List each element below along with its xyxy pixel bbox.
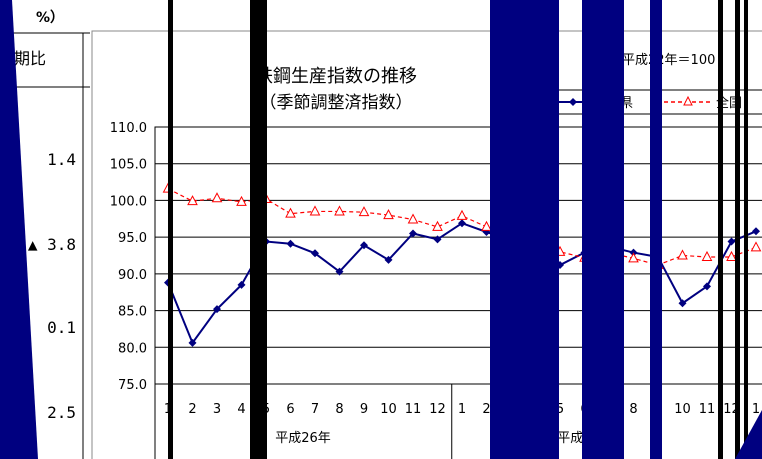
occluder-bar [582,0,624,459]
data-point [409,229,417,238]
occluder-left-wedge [0,0,38,459]
data-point [433,235,442,244]
data-point [727,237,736,246]
table-value-1: 1.4 [47,150,76,169]
x-tick-label: 8 [629,402,637,417]
x-axis: 1234567891011121234567891011121 [154,384,760,459]
data-point [458,219,466,228]
data-point [285,207,296,218]
x-tick-label: 11 [699,402,716,417]
occluder-bar [490,0,559,459]
data-point [750,241,762,252]
data-point [335,267,344,276]
data-point [334,205,345,216]
chart-subtitle: （季節調整済指数） [260,93,413,113]
data-point [211,192,223,203]
y-tick-label: 100.0 [110,194,147,209]
x-tick-label: 10 [380,402,397,417]
data-point [236,195,247,206]
data-point [752,227,760,236]
data-point [407,213,419,224]
data-point [187,195,198,206]
occluder-bar [744,0,748,459]
x-tick-label: 6 [286,402,294,417]
data-point [701,250,713,261]
data-point [703,282,711,291]
data-point [677,249,688,260]
x-tick-label: 7 [311,402,319,417]
occluder-bar [650,0,662,459]
x-tick-label: 11 [405,402,422,417]
occluder-bar [250,0,262,459]
x-tick-label: 4 [237,402,245,417]
x-tick-label: 3 [213,402,221,417]
x-tick-label: 2 [482,402,490,417]
data-point [432,220,443,231]
data-point [188,338,197,347]
data-point [481,220,492,231]
legend-marker-shizuoka [569,98,577,106]
y-tick-label: 110.0 [110,121,147,136]
y-axis: 110.0 105.0 100.0 95.0 90.0 85.0 80.0 75.0 [110,121,147,393]
occluder-bar [262,0,267,459]
table-value-4: 2.5 [47,403,76,422]
y-tick-label: 105.0 [110,158,147,173]
data-point [213,305,221,314]
occluder-bar [718,0,723,459]
x-tick-label: 1 [458,402,466,417]
table-unit-label: %） [36,10,64,26]
data-point [237,280,246,289]
x-tick-label: 8 [335,402,343,417]
data-point [311,249,319,258]
occluder-corner [735,410,762,459]
year-labels: 平成26年平成27年 [275,431,613,446]
plot-area [154,126,762,385]
legend-marker-national [683,95,693,106]
data-point [456,209,468,220]
table-header-label: 期比 [14,49,46,68]
y-tick-label: 90.0 [118,268,147,283]
data-point [383,209,394,220]
y-tick-label: 80.0 [118,341,147,356]
year-label: 平成26年 [275,431,331,446]
data-point [384,255,393,264]
data-point [678,299,687,308]
data-point [286,239,295,248]
data-point [628,252,639,263]
chart-frame [91,30,762,459]
grid [155,163,762,348]
data-point [360,241,368,250]
occluder-bar [735,0,740,459]
y-tick-label: 85.0 [118,305,147,320]
table-value-2: ▲ 3.8 [28,235,76,254]
x-tick-label: 10 [674,402,691,417]
occluder-bar [168,0,173,459]
data-point [726,250,737,261]
x-tick-label: 9 [360,402,368,417]
table-value-3: 0.1 [47,318,76,337]
x-tick-label: 1 [752,402,760,417]
base-note: 平成22年＝100 [622,53,715,68]
data-point [309,205,321,216]
x-tick-label: 2 [188,402,196,417]
y-tick-label: 75.0 [118,378,147,393]
x-tick-label: 5 [556,402,564,417]
left-table: %） 期比 1.4 ▲ 3.8 0.1 2.5 [0,10,90,459]
x-tick-label: 12 [429,402,446,417]
chart-title: 鉄鋼生産指数の推移 [255,66,417,87]
data-point [358,206,370,217]
y-tick-label: 95.0 [118,231,147,246]
